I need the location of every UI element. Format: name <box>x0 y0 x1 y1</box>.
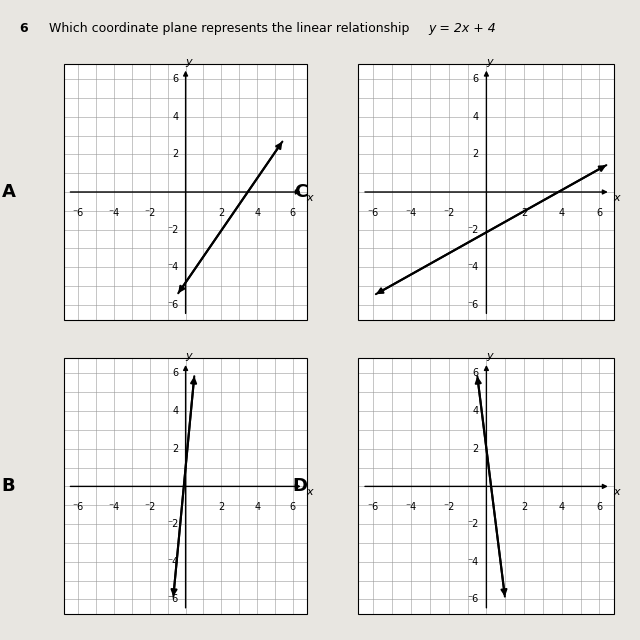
Text: ⁻6: ⁻6 <box>468 300 479 310</box>
Text: 2: 2 <box>472 444 479 454</box>
Text: 2: 2 <box>172 149 179 159</box>
Text: ⁻4: ⁻4 <box>406 502 417 513</box>
Text: ⁻2: ⁻2 <box>167 519 179 529</box>
Text: D: D <box>292 477 307 495</box>
Text: ⁻4: ⁻4 <box>108 502 120 513</box>
Text: ⁻6: ⁻6 <box>73 502 84 513</box>
Text: y: y <box>486 351 493 361</box>
Text: A: A <box>1 183 15 201</box>
Text: y: y <box>486 57 493 67</box>
Text: x: x <box>614 193 620 203</box>
Text: ⁻2: ⁻2 <box>443 208 454 218</box>
Text: 6: 6 <box>473 369 479 378</box>
Text: 6: 6 <box>290 208 296 218</box>
Text: ⁻4: ⁻4 <box>108 208 120 218</box>
Text: ⁻6: ⁻6 <box>73 208 84 218</box>
Text: 4: 4 <box>254 502 260 513</box>
Text: ⁻6: ⁻6 <box>368 208 379 218</box>
Text: ⁻6: ⁻6 <box>167 595 179 604</box>
Text: B: B <box>2 477 15 495</box>
Text: 4: 4 <box>473 406 479 416</box>
Text: ⁻2: ⁻2 <box>144 502 156 513</box>
Text: 4: 4 <box>559 502 564 513</box>
Text: x: x <box>307 193 313 203</box>
Text: 2: 2 <box>218 208 225 218</box>
Text: ⁻4: ⁻4 <box>167 262 179 272</box>
Text: Which coordinate plane represents the linear relationship: Which coordinate plane represents the li… <box>45 22 413 35</box>
Text: 6: 6 <box>596 502 602 513</box>
Text: 6: 6 <box>19 22 28 35</box>
Text: ⁻6: ⁻6 <box>167 300 179 310</box>
Text: y = 2x + 4: y = 2x + 4 <box>429 22 497 35</box>
Text: 4: 4 <box>172 406 179 416</box>
Text: 2: 2 <box>472 149 479 159</box>
Text: 4: 4 <box>254 208 260 218</box>
Text: 4: 4 <box>473 112 479 122</box>
Text: 2: 2 <box>521 502 527 513</box>
Text: 6: 6 <box>172 369 179 378</box>
Text: ⁻2: ⁻2 <box>467 519 479 529</box>
Text: 2: 2 <box>218 502 225 513</box>
Text: ⁻4: ⁻4 <box>406 208 417 218</box>
Text: ⁻4: ⁻4 <box>167 557 179 566</box>
Text: x: x <box>614 487 620 497</box>
Text: 6: 6 <box>596 208 602 218</box>
Text: 6: 6 <box>172 74 179 84</box>
Text: ⁻4: ⁻4 <box>468 262 479 272</box>
Text: y: y <box>185 351 191 361</box>
Text: ⁻2: ⁻2 <box>467 225 479 235</box>
Text: ⁻4: ⁻4 <box>468 557 479 566</box>
Text: 6: 6 <box>290 502 296 513</box>
Text: ⁻2: ⁻2 <box>443 502 454 513</box>
Text: 4: 4 <box>172 112 179 122</box>
Text: 2: 2 <box>521 208 527 218</box>
Text: ⁻6: ⁻6 <box>468 595 479 604</box>
Text: y: y <box>185 57 191 67</box>
Text: ⁻2: ⁻2 <box>144 208 156 218</box>
Text: x: x <box>307 487 313 497</box>
Text: 4: 4 <box>559 208 564 218</box>
Text: ⁻6: ⁻6 <box>368 502 379 513</box>
Text: 6: 6 <box>473 74 479 84</box>
Text: ⁻2: ⁻2 <box>167 225 179 235</box>
Text: C: C <box>294 183 307 201</box>
Text: 2: 2 <box>172 444 179 454</box>
